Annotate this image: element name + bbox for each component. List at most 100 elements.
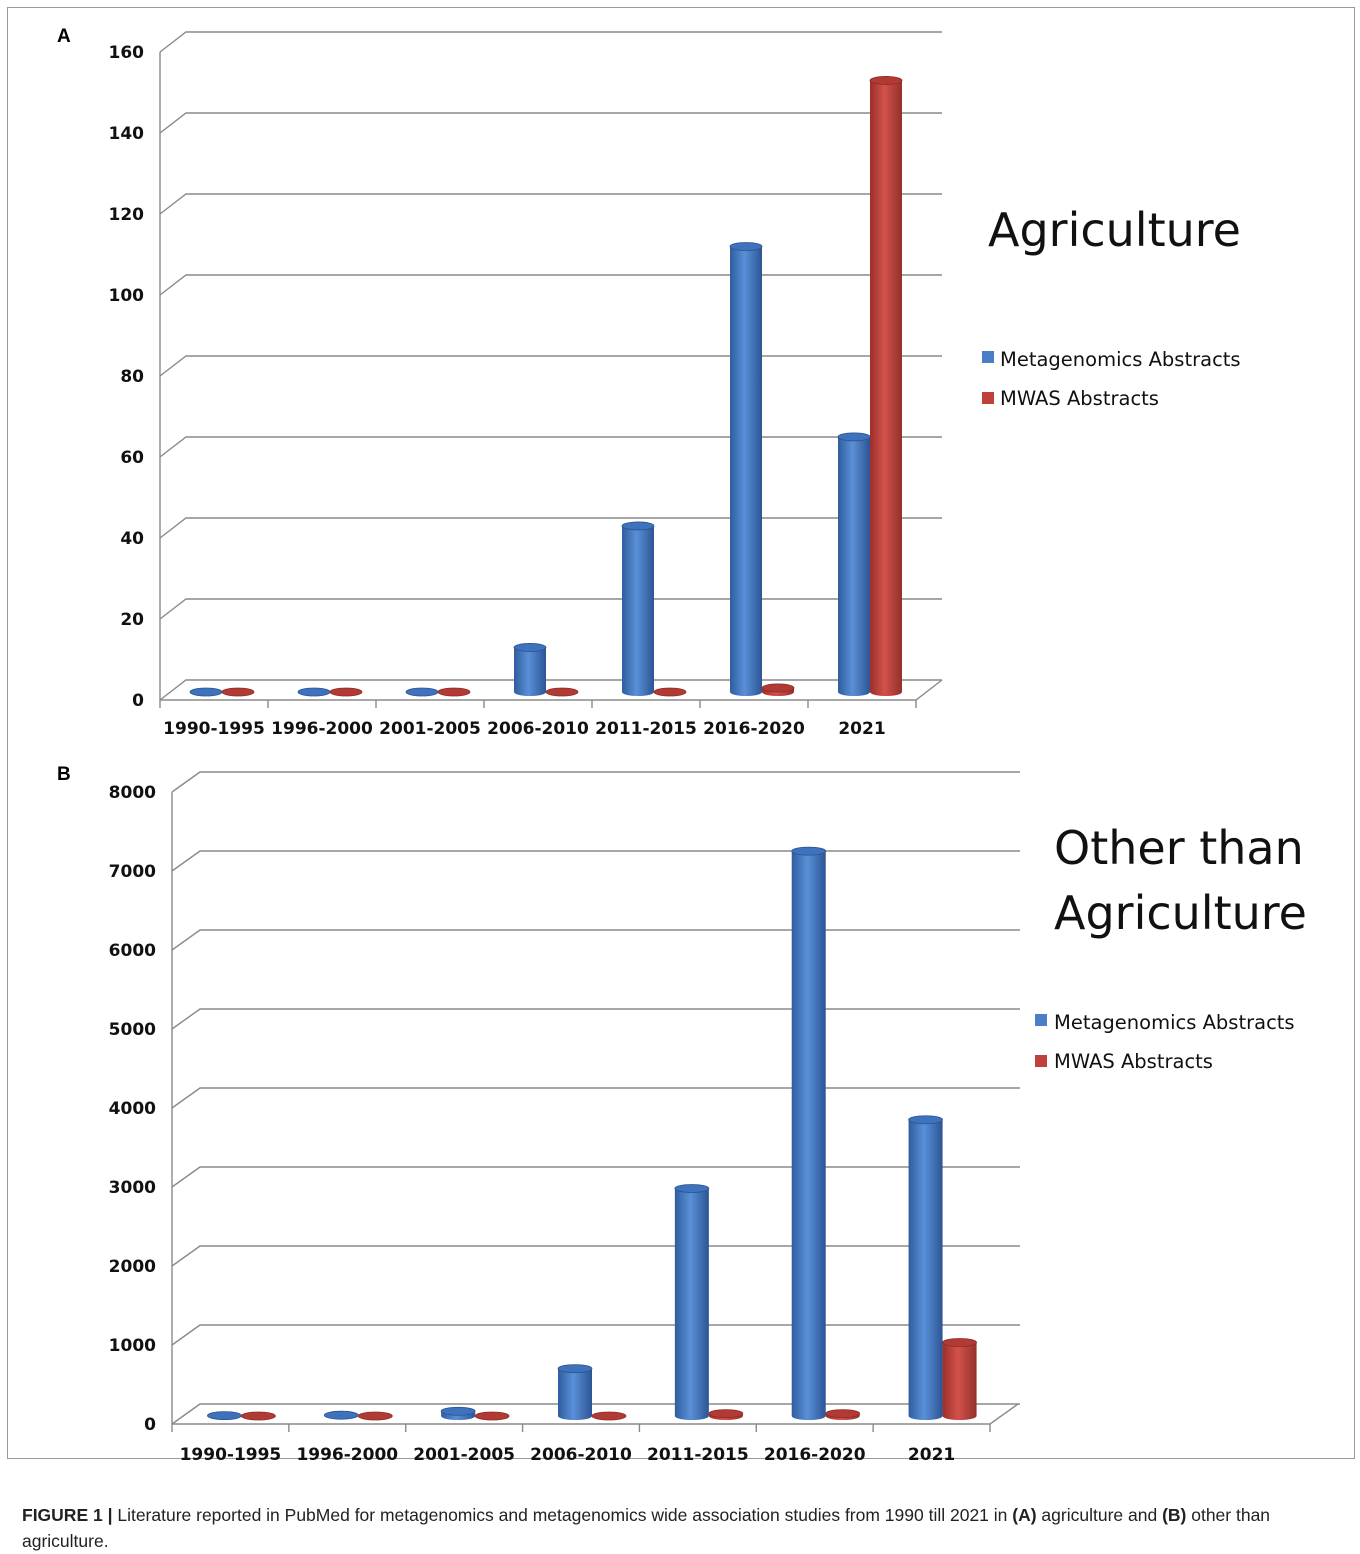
bar-mwas (825, 1409, 861, 1420)
chart-title-other-line-2: Agriculture (1054, 886, 1307, 940)
gridline (159, 112, 942, 134)
x-category-label: 1996-2000 (271, 719, 373, 739)
y-tick-label: 40 (120, 529, 144, 549)
gridline (171, 929, 1020, 951)
bar-metagenomics (405, 687, 439, 697)
x-category-label: 2016-2020 (703, 719, 805, 739)
legend-label-mwas: MWAS Abstracts (1054, 1050, 1213, 1073)
bar-mwas (545, 687, 579, 697)
bar-metagenomics (297, 687, 331, 697)
bar-metagenomics (837, 432, 871, 696)
y-tick-label: 0 (132, 691, 144, 711)
chart-other-than-agriculture: B 0 1000 2000 3000 4000 5000 6000 7000 8000 1990… (57, 764, 1307, 1465)
bar-metagenomics (621, 521, 655, 696)
y-tick-label: 100 (109, 286, 145, 306)
x-category-label: 2021 (908, 1445, 955, 1465)
x-category-label: 2011-2015 (647, 1445, 749, 1465)
panel-label-b: B (57, 764, 71, 785)
figure-caption: FIGURE 1 | Literature reported in PubMed… (22, 1502, 1342, 1554)
gridline (159, 355, 942, 377)
gridline (171, 850, 1020, 872)
gridline (159, 31, 942, 53)
bar-mwas (474, 1411, 510, 1421)
bar-mwas (241, 1411, 276, 1421)
caption-text-2: agriculture and (1036, 1505, 1163, 1525)
bar-metagenomics (207, 1411, 242, 1421)
gridline (159, 517, 942, 539)
y-tick-label: 60 (120, 448, 144, 468)
gridline (171, 771, 1020, 793)
y-tick-label: 5000 (109, 1020, 156, 1040)
gridline (159, 436, 942, 458)
y-tick-label: 140 (109, 124, 145, 144)
gridline (159, 598, 942, 620)
y-tick-label: 120 (109, 205, 145, 225)
y-tick-label: 7000 (109, 862, 156, 882)
bar-mwas (653, 687, 687, 697)
gridline (171, 1245, 1020, 1267)
caption-ref-a: (A) (1012, 1505, 1037, 1525)
gridline (171, 1403, 1020, 1425)
caption-text-1: Literature reported in PubMed for metage… (112, 1505, 1013, 1525)
legend-swatch-metagenomics (982, 351, 994, 363)
bar-mwas (869, 76, 903, 696)
legend-swatch-metagenomics (1035, 1014, 1047, 1026)
y-tick-label: 3000 (109, 1178, 156, 1198)
y-tick-label: 160 (109, 43, 145, 63)
caption-ref-b: (B) (1162, 1505, 1187, 1525)
x-category-label: 2006-2010 (530, 1445, 632, 1465)
x-category-label: 2011-2015 (595, 719, 697, 739)
x-category-label: 1996-2000 (296, 1445, 398, 1465)
y-tick-label: 6000 (109, 941, 156, 961)
x-category-label: 2001-2005 (379, 719, 481, 739)
legend-label-metagenomics: Metagenomics Abstracts (1054, 1011, 1295, 1034)
bar-metagenomics (791, 846, 827, 1420)
bar-metagenomics (189, 687, 223, 697)
x-category-label: 2021 (838, 719, 885, 739)
x-category-label: 2001-2005 (413, 1445, 515, 1465)
bar-metagenomics (513, 643, 547, 696)
y-tick-label: 4000 (109, 1099, 156, 1119)
gridline (171, 1087, 1020, 1109)
bar-mwas (357, 1411, 393, 1421)
legend-label-mwas: MWAS Abstracts (1000, 387, 1159, 410)
bar-metagenomics (323, 1410, 359, 1420)
panel-label-a: A (57, 26, 71, 47)
y-tick-label: 80 (120, 367, 144, 387)
gridline (171, 1324, 1020, 1346)
bar-mwas (329, 687, 363, 697)
gridline (159, 679, 942, 701)
gridline (171, 1166, 1020, 1188)
bar-metagenomics (674, 1184, 710, 1420)
bar-mwas (942, 1338, 977, 1420)
bar-metagenomics (557, 1364, 593, 1420)
chart-agriculture: A 0 20 40 60 80 100 120 140 160 1990-1995 1996-20… (57, 26, 1241, 739)
x-category-label: 1990-1995 (180, 1445, 282, 1465)
chart-title-agriculture: Agriculture (988, 203, 1241, 257)
chart-title-other-line-1: Other than (1054, 821, 1304, 875)
bar-mwas (221, 687, 255, 697)
legend-label-metagenomics: Metagenomics Abstracts (1000, 348, 1241, 371)
bar-mwas (761, 683, 795, 696)
caption-text-3: other than agriculture. (22, 1505, 1271, 1551)
bar-mwas (591, 1411, 627, 1421)
x-category-label: 1990-1995 (163, 719, 265, 739)
bar-metagenomics (440, 1406, 476, 1420)
y-tick-label: 8000 (109, 783, 156, 803)
bar-metagenomics (908, 1115, 943, 1420)
x-category-label: 2006-2010 (487, 719, 589, 739)
bar-mwas (708, 1409, 744, 1420)
bar-metagenomics (729, 242, 763, 696)
legend-swatch-mwas (982, 392, 994, 404)
gridline (159, 193, 942, 215)
gridline (159, 274, 942, 296)
legend-swatch-mwas (1035, 1055, 1047, 1067)
gridline (171, 1008, 1020, 1030)
caption-label: FIGURE 1 | (22, 1505, 113, 1525)
y-tick-label: 0 (144, 1415, 156, 1435)
y-tick-label: 20 (120, 610, 144, 630)
y-tick-label: 2000 (109, 1257, 156, 1277)
bar-mwas (437, 687, 471, 697)
y-tick-label: 1000 (109, 1336, 156, 1356)
x-category-label: 2016-2020 (764, 1445, 866, 1465)
